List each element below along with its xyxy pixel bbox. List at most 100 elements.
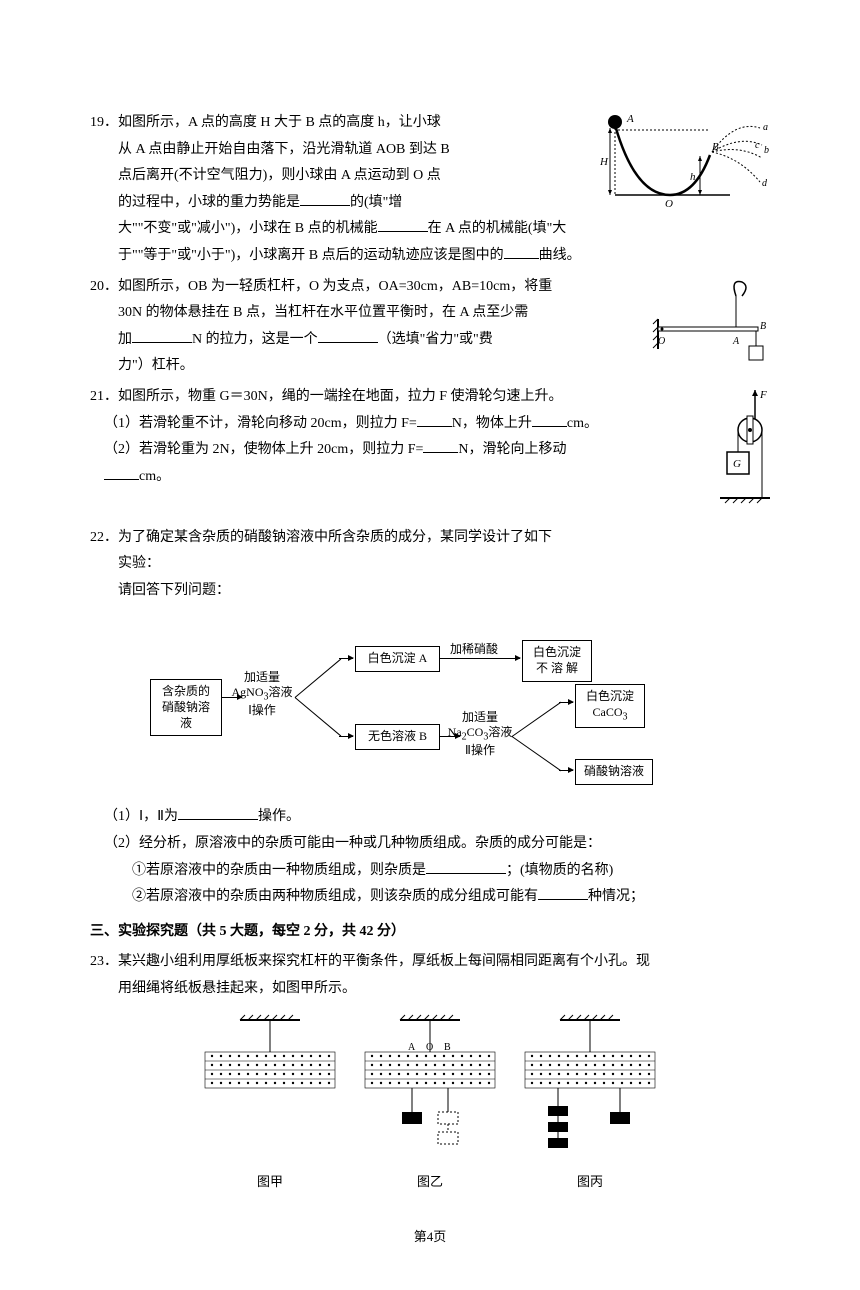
fig-jia <box>200 1012 340 1162</box>
svg-text:O: O <box>426 1042 433 1053</box>
qnum-23: 23． <box>90 954 118 969</box>
blank-q22-1[interactable] <box>178 805 258 820</box>
flow-box4b: 不 溶 解 <box>536 661 578 675</box>
svg-text:c: c <box>755 140 760 151</box>
flow-label1a: 加适量 <box>244 670 280 684</box>
q19-text-5a: 大""不变"或"减小")，小球在 B 点的机械能 <box>90 221 378 236</box>
q20-text-1: 如图所示，OB 为一轻质杠杆，O 为支点，OA=30cm，AB=10cm，将重 <box>118 279 552 294</box>
q22-sub1a: （1）Ⅰ，Ⅱ为 <box>90 809 178 824</box>
arrow <box>440 658 520 659</box>
q23-text-2: 用细绳将纸板悬挂起来，如图甲所示。 <box>90 981 356 996</box>
flow-label2: 加稀硝酸 <box>450 642 498 656</box>
q22-sub2: （2）经分析，原溶液中的杂质可能由一种或几种物质组成。杂质的成分可能是： <box>90 836 601 851</box>
figure-q23: AOB <box>190 1012 670 1195</box>
blank-q19-3[interactable] <box>504 244 539 259</box>
blank-q21-4[interactable] <box>104 464 139 479</box>
flow-box5a: 白色沉淀 <box>586 689 634 703</box>
q20-text-4: 力"）杠杆。 <box>90 358 194 373</box>
q21-sub1a: （1）若滑轮重不计，滑轮向移动 20cm，则拉力 F= <box>90 416 417 431</box>
svg-text:A: A <box>732 336 740 347</box>
blank-q21-3[interactable] <box>423 438 458 453</box>
flow-label3c: CO <box>467 725 484 739</box>
flow-box1b: 硝酸钠溶液 <box>162 700 210 730</box>
section-3-header: 三、实验探究题（共 5 大题，每空 2 分，共 42 分） <box>90 919 770 946</box>
arrow <box>440 736 460 737</box>
q22-sub2-1b: ；(填物质的名称) <box>506 863 613 878</box>
q21-sub2c: cm。 <box>139 469 170 484</box>
q21-text-1: 如图所示，物重 G＝30N，绳的一端拴在地面，拉力 F 使滑轮匀速上升。 <box>118 389 563 404</box>
flow-box4a: 白色沉淀 <box>533 645 581 659</box>
q23-text-1: 某兴趣小组利用厚纸板来探究杠杆的平衡条件，厚纸板上每间隔相同距离有个小孔。现 <box>118 954 650 969</box>
line <box>512 702 562 737</box>
flow-label3a: 加适量 <box>462 710 498 724</box>
q19-text-5b: 在 A 点的机械能(填"大 <box>428 221 567 236</box>
q21-sub2a: （2）若滑轮重为 2N，使物体上升 20cm，则拉力 F= <box>90 442 423 457</box>
arrow <box>339 658 353 659</box>
blank-q20-2[interactable] <box>318 327 378 342</box>
flow-box5b-sub: 3 <box>623 711 628 722</box>
label-H: H <box>600 156 609 168</box>
svg-text:O: O <box>658 336 665 347</box>
blank-q20-1[interactable] <box>132 327 192 342</box>
blank-q19-1[interactable] <box>300 190 350 205</box>
q19-text-3: 点后离开(不计空气阻力)，则小球由 A 点运动到 O 点 <box>90 168 441 183</box>
q22-text-3: 请回答下列问题： <box>90 583 230 598</box>
qnum-21: 21． <box>90 389 118 404</box>
question-23: 23．某兴趣小组利用厚纸板来探究杠杆的平衡条件，厚纸板上每间隔相同距离有个小孔。… <box>90 949 770 1195</box>
flow-box6: 硝酸钠溶液 <box>584 764 644 778</box>
blank-q21-2[interactable] <box>532 411 567 426</box>
caption-jia: 图甲 <box>257 1170 283 1195</box>
caption-bing: 图丙 <box>577 1170 603 1195</box>
q21-sub2b: N，滑轮向上移动 <box>458 442 566 457</box>
arrow <box>559 770 573 771</box>
flow-box1a: 含杂质的 <box>162 684 210 698</box>
flow-box5b: CaCO <box>593 705 623 719</box>
q19-text-4a: 的过程中，小球的重力势能是 <box>90 195 300 210</box>
page-footer: 第4页 <box>90 1225 770 1250</box>
blank-q22-3[interactable] <box>538 885 588 900</box>
q19-text-1: 如图所示，A 点的高度 H 大于 B 点的高度 h，让小球 <box>118 115 441 130</box>
q20-text-3a: 加 <box>90 332 132 347</box>
flow-box3: 无色溶液 B <box>368 729 427 743</box>
fig-bing <box>520 1012 660 1162</box>
flow-label3d: 溶液 <box>488 725 512 739</box>
qnum-19: 19． <box>90 115 118 130</box>
arrow <box>559 702 573 703</box>
arrow <box>222 697 242 698</box>
flow-label1c: 溶液 <box>268 685 292 699</box>
q20-text-3b: N 的拉力，这是一个 <box>192 332 318 347</box>
caption-yi: 图乙 <box>417 1170 443 1195</box>
svg-text:F: F <box>759 390 767 401</box>
fig-yi: AOB <box>360 1012 500 1162</box>
figure-q19: A H O h B a b c d <box>600 110 770 221</box>
q22-sub1b: 操作。 <box>258 809 300 824</box>
label-O: O <box>665 198 673 210</box>
q22-sub2-1a: ①若原溶液中的杂质由一种物质组成，则杂质是 <box>90 863 426 878</box>
question-22: 22．为了确定某含杂质的硝酸钠溶液中所含杂质的成分，某同学设计了如下 实验： 请… <box>90 525 770 911</box>
svg-text:B: B <box>444 1042 451 1053</box>
svg-text:B: B <box>760 321 766 332</box>
flow-box2: 白色沉淀 A <box>368 651 428 665</box>
label-A: A <box>626 113 634 125</box>
question-21: F G 21．如图所示，物重 G＝30N，绳的一端拴在地面，拉力 F 使滑轮匀速… <box>90 384 770 521</box>
svg-text:b: b <box>764 145 769 156</box>
flowchart-q22: 含杂质的 硝酸钠溶液 加适量 AgNO3溶液 Ⅰ操作 白色沉淀 A 无色溶液 B… <box>150 614 680 794</box>
question-19: A H O h B a b c d 19．如图所示，A 点的高度 H 大于 B … <box>90 110 770 270</box>
flow-label3e: Ⅱ操作 <box>465 743 495 757</box>
q21-sub1b: N，物体上升 <box>452 416 532 431</box>
svg-text:A: A <box>408 1042 416 1053</box>
arrow <box>339 736 353 737</box>
q19-text-2: 从 A 点由静止开始自由落下，沿光滑轨道 AOB 到达 B <box>90 142 450 157</box>
blank-q22-2[interactable] <box>426 858 506 873</box>
line <box>295 659 342 698</box>
q22-sub2-2a: ②若原溶液中的杂质由两种物质组成，则该杂质的成分组成可能有 <box>90 889 538 904</box>
label-h: h <box>690 171 696 183</box>
question-20: O A B 20．如图所示，OB 为一轻质杠杆，O 为支点，OA=30cm，AB… <box>90 274 770 380</box>
q22-sub2-2b: 种情况； <box>588 889 644 904</box>
q19-text-4b: 的(填"增 <box>350 195 402 210</box>
blank-q19-2[interactable] <box>378 217 428 232</box>
q20-text-2: 30N 的物体悬挂在 B 点，当杠杆在水平位置平衡时，在 A 点至少需 <box>90 305 528 320</box>
blank-q21-1[interactable] <box>417 411 452 426</box>
q22-text-2: 实验： <box>90 556 160 571</box>
q20-text-3c: （选填"省力"或"费 <box>378 332 493 347</box>
